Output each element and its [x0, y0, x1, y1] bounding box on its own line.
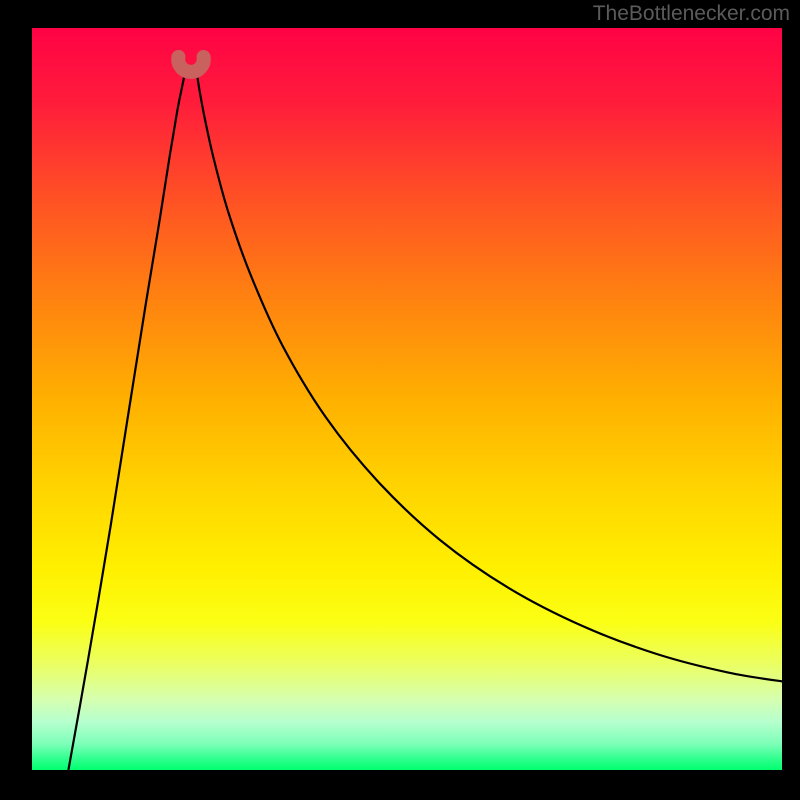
figure-canvas: TheBottlenecker.com: [0, 0, 800, 800]
watermark-text: TheBottlenecker.com: [593, 2, 790, 26]
bottleneck-chart: [0, 0, 800, 800]
